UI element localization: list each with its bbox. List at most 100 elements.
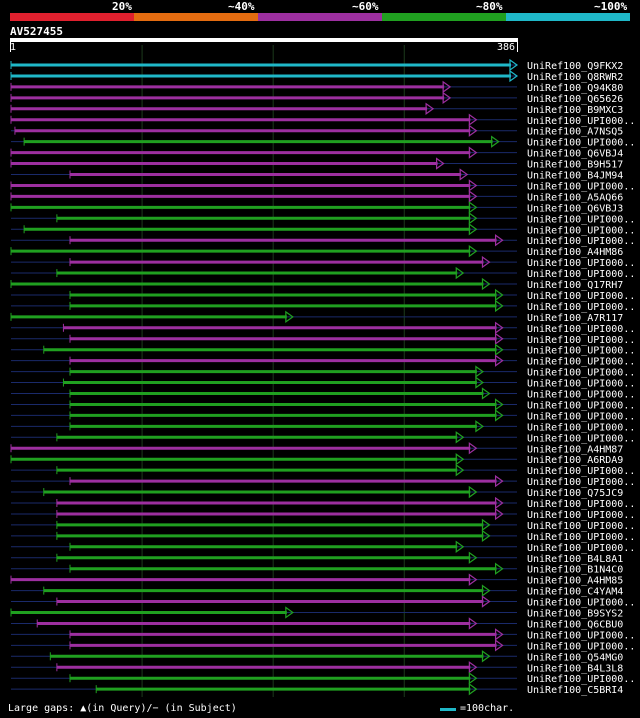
hit-name: UniRef100_B9H517	[527, 160, 623, 171]
hit-end-arrow	[494, 639, 504, 652]
hit-name: UniRef100_UPI000..	[527, 433, 635, 444]
query-title: AV527455	[10, 25, 63, 38]
hit-name: UniRef100_UPI000..	[527, 499, 635, 510]
hit-name: UniRef100_UPI000..	[527, 466, 635, 477]
hit-end-arrow	[494, 343, 504, 356]
hit-name: UniRef100_Q94K80	[527, 83, 623, 94]
hit-name: UniRef100_UPI000..	[527, 630, 635, 641]
hit-name: UniRef100_UPI000..	[527, 379, 635, 390]
hit-name: UniRef100_B4L3L8	[527, 663, 623, 674]
hit-name: UniRef100_Q6CBU0	[527, 619, 623, 630]
hit-end-arrow	[285, 310, 294, 324]
hit-end-arrow	[509, 69, 519, 83]
legend-label-1: 20%	[112, 0, 132, 13]
hit-end-arrow	[481, 584, 491, 597]
hit-end-arrow	[468, 179, 478, 192]
hit-end-arrow	[494, 496, 504, 510]
hit-name: UniRef100_Q6VBJ3	[527, 203, 623, 214]
hit-name: UniRef100_UPI000..	[527, 411, 635, 422]
hit-end-arrow	[468, 190, 478, 203]
hit-name: UniRef100_UPI000..	[527, 302, 635, 313]
hit-name: UniRef100_UPI000..	[527, 368, 635, 379]
hit-name: UniRef100_UPI000..	[527, 674, 635, 685]
hit-end-arrow	[494, 299, 504, 313]
hit-end-arrow	[468, 682, 478, 696]
legend-label-4: ~80%	[476, 0, 503, 13]
hit-name: UniRef100_UPI000..	[527, 138, 635, 149]
hit-end-arrow	[475, 376, 484, 389]
hit-name: UniRef100_Q9FKX2	[527, 61, 623, 72]
hit-name: UniRef100_B1N4C0	[527, 565, 623, 576]
hit-end-arrow	[468, 244, 478, 258]
legend-swatch-2	[134, 13, 258, 21]
hit-name: UniRef100_Q17RH7	[527, 280, 623, 291]
hit-end-arrow	[468, 113, 478, 126]
ruler-end-label: 386	[497, 42, 516, 53]
hit-end-arrow	[455, 431, 465, 444]
hit-name: UniRef100_B9SYS2	[527, 609, 623, 620]
hit-name: UniRef100_UPI000..	[527, 181, 635, 192]
hit-end-arrow	[494, 321, 504, 334]
hit-name: UniRef100_UPI000..	[527, 116, 635, 127]
hit-end-arrow	[481, 255, 491, 269]
hit-end-arrow	[468, 551, 478, 564]
legend-swatch-5	[506, 13, 630, 21]
ruler-start-label: 1	[10, 42, 17, 53]
hit-name: UniRef100_Q65626	[527, 94, 623, 105]
hit-end-arrow	[481, 650, 491, 663]
hit-end-arrow	[442, 80, 452, 94]
hit-end-arrow	[455, 463, 465, 477]
gaps-legend: Large gaps: ▲(in Query)/− (in Subject)	[8, 703, 237, 714]
hit-name: UniRef100_C5BRI4	[527, 685, 623, 696]
hit-name: UniRef100_UPI000..	[527, 400, 635, 411]
hit-end-arrow	[468, 124, 478, 137]
hit-name: UniRef100_Q6VBJ4	[527, 149, 623, 160]
legend-swatch-4	[382, 13, 506, 21]
hit-name: UniRef100_UPI000..	[527, 357, 635, 368]
hit-end-arrow	[481, 518, 491, 532]
hit-name: UniRef100_A4HM87	[527, 444, 623, 455]
hit-name: UniRef100_UPI000..	[527, 510, 635, 521]
hit-end-arrow	[494, 332, 504, 345]
hit-end-arrow	[285, 606, 294, 619]
hit-name: UniRef100_UPI000..	[527, 543, 635, 554]
hit-name: UniRef100_UPI000..	[527, 335, 635, 346]
hit-end-arrow	[509, 58, 519, 72]
hit-end-arrow	[481, 529, 491, 543]
hit-name: UniRef100_C4YAM4	[527, 587, 623, 598]
hit-end-arrow	[481, 595, 491, 608]
hit-end-arrow	[442, 91, 452, 105]
hit-name: UniRef100_UPI000..	[527, 641, 635, 652]
hit-end-arrow	[455, 266, 465, 280]
hit-name: UniRef100_Q54MG0	[527, 652, 623, 663]
hit-end-arrow	[425, 102, 435, 115]
hit-end-arrow	[468, 661, 478, 674]
hit-name: UniRef100_UPI000..	[527, 324, 635, 335]
legend-swatch-3	[258, 13, 382, 21]
hit-end-arrow	[459, 168, 469, 181]
hit-end-arrow	[468, 617, 478, 630]
hit-name: UniRef100_UPI000..	[527, 236, 635, 247]
hit-end-arrow	[481, 277, 491, 291]
hit-name: UniRef100_UPI000..	[527, 225, 635, 236]
hit-end-arrow	[468, 573, 478, 586]
hit-name: UniRef100_UPI000..	[527, 477, 635, 488]
hit-name: UniRef100_UPI000..	[527, 521, 635, 532]
hit-end-arrow	[494, 409, 504, 422]
hit-end-arrow	[468, 223, 478, 236]
legend-color-bar	[10, 13, 630, 21]
legend-label-3: ~60%	[352, 0, 379, 13]
hit-name: UniRef100_UPI000..	[527, 346, 635, 357]
hit-end-arrow	[475, 420, 484, 433]
hit-name: UniRef100_UPI000..	[527, 422, 635, 433]
hit-name: UniRef100_A6RDA9	[527, 455, 623, 466]
hit-name: UniRef100_B4JM94	[527, 171, 623, 182]
legend-label-2: ~40%	[228, 0, 255, 13]
hit-end-arrow	[455, 453, 465, 466]
hit-end-arrow	[455, 540, 465, 553]
hit-end-arrow	[494, 628, 504, 641]
hit-name: UniRef100_UPI000..	[527, 390, 635, 401]
hit-name: UniRef100_B4L8A1	[527, 554, 623, 565]
hit-name: UniRef100_A4HM85	[527, 576, 623, 587]
hit-end-arrow	[494, 474, 504, 488]
